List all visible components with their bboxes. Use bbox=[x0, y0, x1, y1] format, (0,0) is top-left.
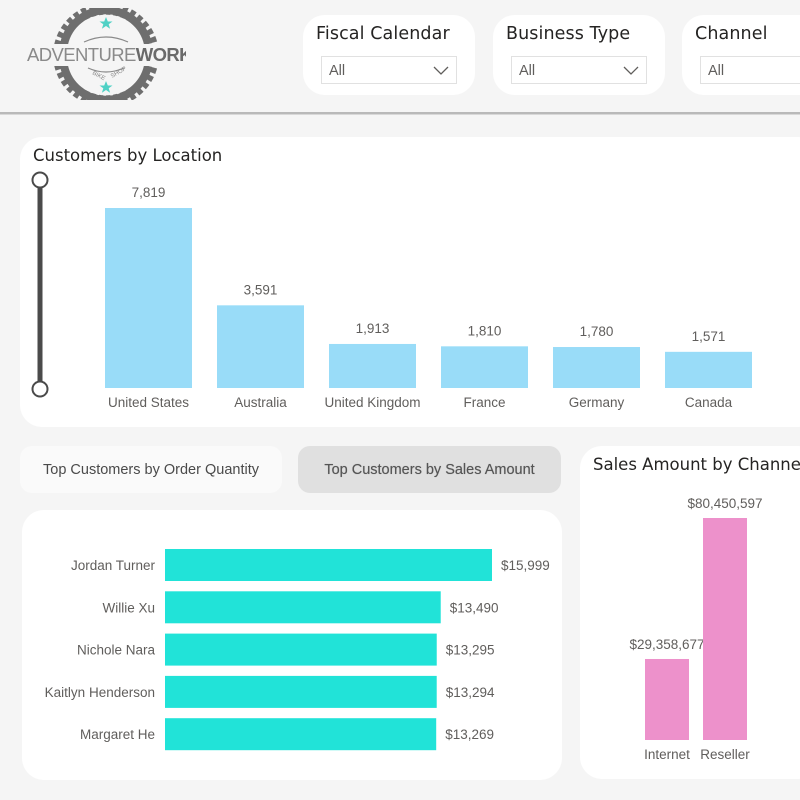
sales-by-channel-title: Sales Amount by Channel bbox=[593, 455, 800, 474]
location-bar[interactable] bbox=[329, 343, 416, 388]
customer-bar[interactable] bbox=[165, 549, 492, 581]
gear-icon bbox=[54, 8, 158, 100]
range-slider[interactable] bbox=[31, 171, 51, 401]
channel-bar[interactable] bbox=[703, 518, 747, 740]
star-icon bbox=[99, 81, 113, 93]
customer-name-label: Nichole Nara bbox=[77, 643, 156, 658]
location-category-label: Canada bbox=[685, 395, 733, 410]
top-customers-card: Jordan Turner $15,999 Willie Xu $13,490 Nich… bbox=[22, 510, 562, 780]
customer-name-label: Kaitlyn Henderson bbox=[45, 685, 155, 700]
customer-bar[interactable] bbox=[165, 718, 437, 751]
location-value-label: 1,571 bbox=[692, 329, 726, 344]
channel-dropdown[interactable]: All bbox=[700, 56, 800, 84]
top-customers-chart: Jordan Turner $15,999 Willie Xu $13,490 Nich… bbox=[45, 549, 550, 751]
slider-handle-top[interactable] bbox=[31, 171, 49, 189]
channel-category-label: Internet bbox=[644, 747, 690, 762]
customer-value-label: $13,295 bbox=[446, 643, 495, 658]
customer-bar[interactable] bbox=[165, 675, 437, 708]
chevron-down-icon bbox=[433, 66, 449, 75]
location-value-label: 1,810 bbox=[468, 323, 502, 338]
location-value-label: 1,913 bbox=[356, 321, 390, 336]
channel-value: All bbox=[708, 63, 725, 79]
chevron-down-icon bbox=[623, 66, 639, 75]
sales-by-channel-card: Sales Amount by Channel $29,358,677 Inter… bbox=[580, 446, 800, 779]
customer-value-label: $13,294 bbox=[446, 685, 495, 700]
logo-brand-bold: WORKS bbox=[136, 44, 186, 65]
location-bar[interactable] bbox=[665, 351, 752, 388]
customers-by-location-chart: 7,819 United States 3,591 Australia 1,913 Uni… bbox=[105, 185, 752, 410]
customer-value-label: $13,269 bbox=[445, 727, 494, 742]
customer-name-label: Margaret He bbox=[80, 727, 155, 742]
customer-value-label: $15,999 bbox=[501, 558, 550, 573]
business-type-value: All bbox=[519, 63, 536, 79]
fiscal-calendar-slicer: Fiscal Calendar All bbox=[303, 15, 475, 95]
customer-name-label: Jordan Turner bbox=[71, 558, 156, 573]
top-customers-order-quantity-button[interactable]: Top Customers by Order Quantity bbox=[20, 446, 282, 493]
location-category-label: France bbox=[463, 395, 505, 410]
channel-slicer: Channel All bbox=[682, 15, 800, 95]
location-bar[interactable] bbox=[105, 208, 192, 388]
business-type-label: Business Type bbox=[506, 24, 631, 44]
fiscal-calendar-value: All bbox=[329, 63, 346, 79]
location-value-label: 3,591 bbox=[244, 282, 278, 297]
customer-bar[interactable] bbox=[165, 633, 437, 666]
location-category-label: Germany bbox=[569, 395, 625, 410]
location-value-label: 7,819 bbox=[132, 185, 166, 200]
logo-tag-bike: BIKE bbox=[91, 70, 106, 82]
channel-value-label: $29,358,677 bbox=[629, 637, 704, 652]
customer-value-label: $13,490 bbox=[450, 600, 499, 615]
location-bar[interactable] bbox=[553, 347, 640, 388]
fiscal-calendar-label: Fiscal Calendar bbox=[316, 24, 450, 44]
adventureworks-logo: ADVENTUREWORKS BIKE SHOP bbox=[26, 8, 186, 100]
customers-by-location-card: Customers by Location 7,819 United States… bbox=[20, 137, 800, 427]
customer-name-label: Willie Xu bbox=[102, 600, 155, 615]
slider-handle-bottom[interactable] bbox=[31, 380, 49, 398]
customer-bar[interactable] bbox=[165, 591, 441, 624]
svg-text:ADVENTUREWORKS: ADVENTUREWORKS bbox=[27, 44, 186, 65]
location-category-label: United States bbox=[108, 395, 189, 410]
business-type-slicer: Business Type All bbox=[493, 15, 665, 95]
channel-label: Channel bbox=[695, 24, 768, 44]
logo-brand-light: ADVENTURE bbox=[27, 44, 136, 65]
channel-value-label: $80,450,597 bbox=[687, 496, 762, 511]
top-customers-sales-amount-button[interactable]: Top Customers by Sales Amount bbox=[298, 446, 561, 493]
business-type-dropdown[interactable]: All bbox=[511, 56, 647, 84]
location-category-label: Australia bbox=[234, 395, 287, 410]
location-bar[interactable] bbox=[217, 305, 304, 388]
fiscal-calendar-dropdown[interactable]: All bbox=[321, 56, 457, 84]
sales-by-channel-chart: $29,358,677 Internet $80,450,597 Reseller bbox=[629, 496, 762, 762]
location-value-label: 1,780 bbox=[580, 324, 614, 339]
star-icon bbox=[99, 17, 113, 29]
logo-tag-shop: SHOP bbox=[110, 66, 128, 80]
header-divider bbox=[0, 112, 800, 115]
location-bar[interactable] bbox=[441, 346, 528, 388]
channel-category-label: Reseller bbox=[700, 747, 750, 762]
channel-bar[interactable] bbox=[645, 658, 689, 740]
customers-by-location-title: Customers by Location bbox=[33, 146, 223, 165]
location-category-label: United Kingdom bbox=[324, 395, 420, 410]
